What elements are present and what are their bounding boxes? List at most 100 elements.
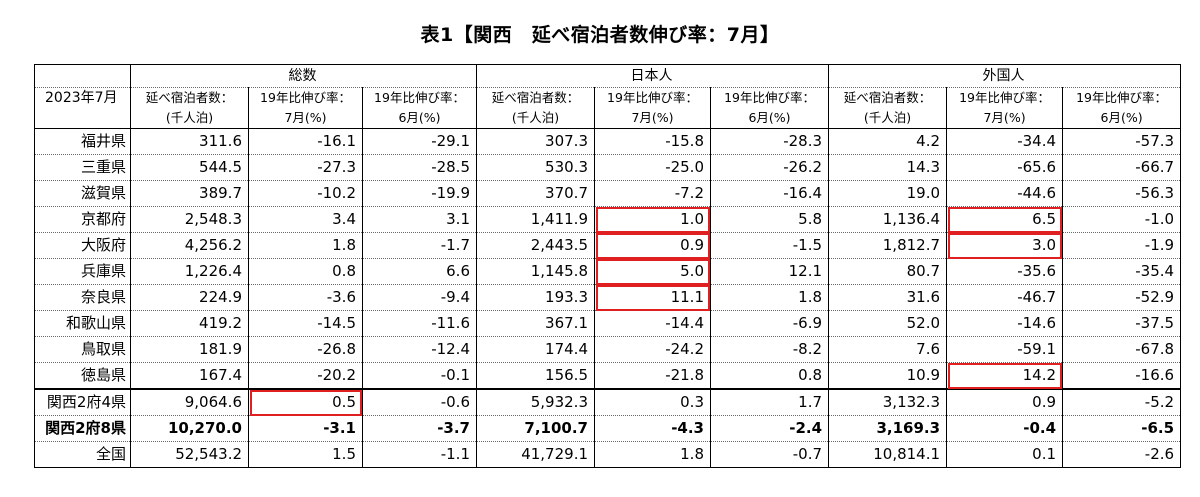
data-cell: 307.3 <box>476 128 595 155</box>
data-cell: -52.9 <box>1062 284 1182 311</box>
data-cell: 1.8 <box>248 232 363 259</box>
row-label: 大阪府 <box>34 232 131 259</box>
data-cell: 12.1 <box>710 258 830 285</box>
header-corner-top <box>34 64 131 88</box>
data-cell: 19.0 <box>828 180 948 207</box>
data-cell: 419.2 <box>130 310 249 337</box>
column-unit-foreign-1: 7月(%) <box>946 108 1064 129</box>
data-cell: 1.8 <box>594 441 711 468</box>
data-cell: -26.8 <box>248 336 363 363</box>
column-unit-foreign-0: (千人泊) <box>828 108 948 129</box>
data-cell: 1.8 <box>710 284 830 311</box>
highlighted-cell: 1.0 <box>594 206 711 233</box>
data-cell: -2.6 <box>1062 441 1182 468</box>
table-row: 京都府 2,548.3 3.4 3.1 1,411.9 1.0 5.8 1,136.4 6.5-… <box>34 206 1182 233</box>
data-cell: -14.6 <box>946 310 1064 337</box>
data-cell: -16.1 <box>248 128 363 155</box>
data-cell: 367.1 <box>476 310 595 337</box>
data-cell: -26.2 <box>710 154 830 181</box>
column-unit-foreign-2: 6月(%) <box>1062 108 1182 129</box>
data-cell: -16.6 <box>1062 362 1182 390</box>
data-cell: -8.2 <box>710 336 830 363</box>
highlighted-cell: 5.0 <box>594 258 711 285</box>
data-cell: -1.7 <box>362 232 477 259</box>
data-cell: 4.2 <box>828 128 948 155</box>
data-cell: 174.4 <box>476 336 595 363</box>
table-row: 全国 52,543.2 1.5 -1.1 41,729.1 1.8 -0.7 10,814.1… <box>34 441 1182 468</box>
highlighted-cell: 11.1 <box>594 284 711 311</box>
data-cell: -57.3 <box>1062 128 1182 155</box>
data-cell: 0.3 <box>594 389 711 416</box>
table-row: 兵庫県 1,226.4 0.8 6.6 1,145.8 5.0 12.1 80.7 -35.6-… <box>34 258 1182 285</box>
data-cell: 41,729.1 <box>476 441 595 468</box>
data-cell: -28.5 <box>362 154 477 181</box>
data-cell: 156.5 <box>476 362 595 390</box>
group-header-japanese: 日本人 <box>476 64 830 88</box>
data-cell: -35.4 <box>1062 258 1182 285</box>
data-cell: -25.0 <box>594 154 711 181</box>
data-cell: 0.8 <box>710 362 830 390</box>
row-label: 福井県 <box>34 128 131 155</box>
data-cell: -7.2 <box>594 180 711 207</box>
table-row: 鳥取県 181.9 -26.8 -12.4 174.4 -24.2 -8.2 7.6 -59.1… <box>34 336 1182 363</box>
data-cell: -3.1 <box>248 415 363 442</box>
data-cell: 52.0 <box>828 310 948 337</box>
data-cell: 3.1 <box>362 206 477 233</box>
data-cell: -1.9 <box>1062 232 1182 259</box>
column-unit-japanese-1: 7月(%) <box>594 108 711 129</box>
data-cell: -12.4 <box>362 336 477 363</box>
data-cell: 2,548.3 <box>130 206 249 233</box>
data-cell: -3.6 <box>248 284 363 311</box>
data-cell: -34.4 <box>946 128 1064 155</box>
row-label: 滋賀県 <box>34 180 131 207</box>
data-cell: 530.3 <box>476 154 595 181</box>
data-cell: -9.4 <box>362 284 477 311</box>
highlighted-cell: 0.5 <box>248 389 363 416</box>
data-cell: 1,812.7 <box>828 232 948 259</box>
data-cell: 31.6 <box>828 284 948 311</box>
data-cell: -44.6 <box>946 180 1064 207</box>
data-cell: 52,543.2 <box>130 441 249 468</box>
data-cell: -56.3 <box>1062 180 1182 207</box>
data-cell: 7.6 <box>828 336 948 363</box>
data-cell: -14.5 <box>248 310 363 337</box>
data-cell: -59.1 <box>946 336 1064 363</box>
data-cell: -46.7 <box>946 284 1064 311</box>
data-cell: 167.4 <box>130 362 249 390</box>
data-cell: -66.7 <box>1062 154 1182 181</box>
table-row: 関西2府8県 10,270.0 -3.1 -3.7 7,100.7 -4.3 -2.4 3,1… <box>34 415 1182 442</box>
data-cell: 10,270.0 <box>130 415 249 442</box>
table-row: 和歌山県 419.2 -14.5 -11.6 367.1 -14.4 -6.9 52.0 -14… <box>34 310 1182 337</box>
column-header-foreign-1: 19年比伸び率： <box>946 87 1064 108</box>
data-cell: 80.7 <box>828 258 948 285</box>
column-unit-total-0: (千人泊) <box>130 108 249 129</box>
data-cell: -0.6 <box>362 389 477 416</box>
data-cell: -24.2 <box>594 336 711 363</box>
data-cell: 0.9 <box>946 389 1064 416</box>
column-header-foreign-2: 19年比伸び率： <box>1062 87 1182 108</box>
data-cell: 1.5 <box>248 441 363 468</box>
header-subtitle-row: 2023年7月 延べ宿泊者数： 19年比伸び率： 19年比伸び率： 延べ宿泊者数： 19年… <box>34 87 1182 108</box>
data-cell: 544.5 <box>130 154 249 181</box>
row-label: 京都府 <box>34 206 131 233</box>
data-cell: 2,443.5 <box>476 232 595 259</box>
data-cell: -35.6 <box>946 258 1064 285</box>
row-label: 奈良県 <box>34 284 131 311</box>
data-cell: 1,136.4 <box>828 206 948 233</box>
column-header-japanese-0: 延べ宿泊者数： <box>476 87 595 108</box>
column-header-foreign-0: 延べ宿泊者数： <box>828 87 948 108</box>
data-cell: 0.1 <box>946 441 1064 468</box>
data-cell: 6.6 <box>362 258 477 285</box>
data-cell: -0.1 <box>362 362 477 390</box>
data-cell: 1,411.9 <box>476 206 595 233</box>
row-label: 徳島県 <box>34 362 131 390</box>
data-cell: -0.4 <box>946 415 1064 442</box>
data-cell: 5.8 <box>710 206 830 233</box>
table-row: 三重県 544.5 -27.3 -28.5 530.3 -25.0 -26.2 14.3 -65… <box>34 154 1182 181</box>
data-cell: -21.8 <box>594 362 711 390</box>
table-row: 徳島県 167.4 -20.2 -0.1 156.5 -21.8 0.8 10.9 14.2 -1… <box>34 362 1182 390</box>
table-row: 大阪府 4,256.2 1.8 -1.7 2,443.5 0.9 -1.5 1,812.7 3.… <box>34 232 1182 259</box>
data-cell: -3.7 <box>362 415 477 442</box>
data-cell: -65.6 <box>946 154 1064 181</box>
data-cell: -4.3 <box>594 415 711 442</box>
